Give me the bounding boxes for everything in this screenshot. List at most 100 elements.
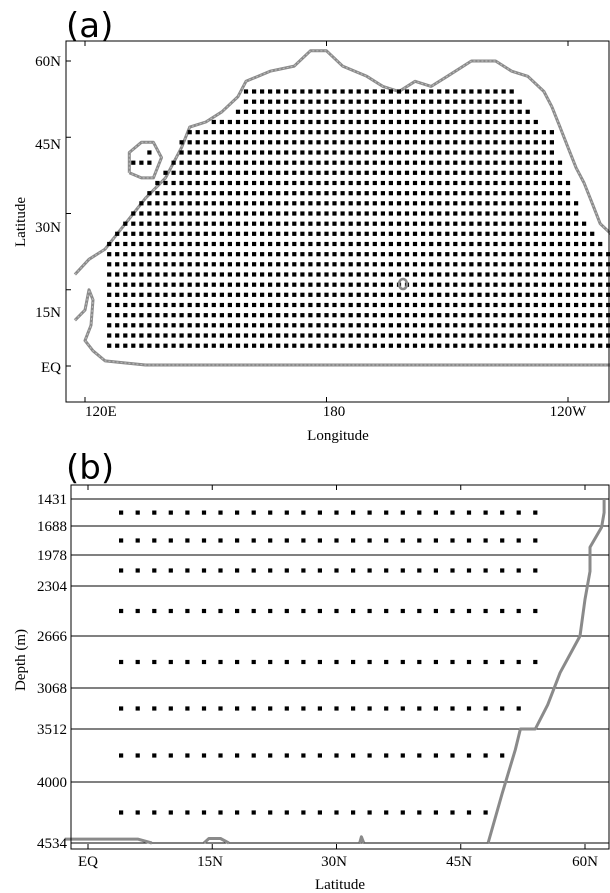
station-dot — [469, 211, 474, 216]
station-dot — [235, 333, 241, 338]
station-dot — [453, 211, 458, 216]
station-dot — [445, 180, 450, 186]
station-dot — [517, 272, 522, 277]
station-dot — [332, 282, 337, 287]
station-dot — [340, 170, 345, 175]
station-dot — [235, 160, 241, 165]
station-dot — [396, 333, 402, 338]
station-dot — [421, 231, 426, 236]
station-dot — [300, 89, 305, 94]
station-dot — [195, 201, 200, 206]
station-dot — [147, 252, 152, 257]
station-dot — [525, 191, 530, 196]
station-dot — [235, 252, 241, 257]
station-dot — [179, 140, 184, 145]
station-dot — [292, 323, 297, 328]
station-dot — [219, 313, 224, 318]
station-dot — [364, 241, 369, 247]
depth-station-dot — [433, 810, 438, 815]
panel-b-label: (b) — [66, 448, 114, 488]
station-dot — [493, 150, 498, 155]
station-dot — [348, 150, 353, 155]
panel-a-ytick-label: 30N — [35, 220, 61, 236]
station-dot — [292, 282, 297, 287]
station-dot — [380, 252, 385, 257]
station-dot — [429, 313, 434, 318]
station-dot — [155, 262, 160, 267]
depth-station-dot — [450, 706, 455, 711]
station-dot — [211, 221, 216, 226]
station-dot — [187, 252, 192, 257]
station-dot — [243, 323, 249, 328]
station-dot — [525, 252, 530, 257]
station-dot — [316, 262, 321, 267]
station-dot — [107, 282, 112, 287]
station-dot — [252, 333, 257, 338]
station-dot — [477, 313, 482, 318]
station-dot — [123, 343, 128, 348]
station-dot — [131, 272, 136, 277]
station-dot — [461, 211, 466, 216]
depth-station-dot — [466, 810, 472, 815]
station-dot — [300, 302, 305, 308]
depth-station-dot — [152, 568, 157, 573]
station-dot — [598, 313, 603, 318]
station-dot — [501, 313, 506, 318]
station-dot — [372, 323, 377, 328]
station-dot — [388, 292, 393, 297]
depth-station-dot — [417, 568, 422, 573]
depth-station-dot — [119, 659, 124, 665]
station-dot — [396, 262, 402, 267]
station-dot — [284, 201, 289, 206]
station-dot — [235, 140, 241, 145]
depth-station-dot — [235, 753, 240, 758]
station-dot — [219, 191, 224, 196]
depth-station-dot — [235, 568, 240, 573]
station-dot — [380, 180, 385, 186]
station-dot — [501, 150, 506, 155]
station-dot — [163, 180, 168, 186]
station-dot — [252, 201, 257, 206]
station-dot — [380, 140, 385, 145]
station-dot — [235, 302, 241, 308]
station-dot — [123, 252, 128, 257]
station-dot — [300, 323, 305, 328]
station-dot — [396, 272, 402, 277]
station-dot — [437, 231, 442, 236]
station-dot — [300, 99, 305, 104]
depth-station-dot — [317, 568, 322, 573]
station-dot — [469, 201, 474, 206]
station-dot — [493, 180, 498, 186]
station-dot — [565, 323, 571, 328]
station-dot — [517, 231, 522, 236]
station-dot — [453, 343, 458, 348]
station-dot — [300, 272, 305, 277]
station-dot — [107, 333, 112, 338]
station-dot — [557, 170, 563, 175]
station-dot — [396, 302, 402, 308]
station-dot — [533, 150, 538, 155]
station-dot — [163, 201, 168, 206]
panel-b-xtick-label: 30N — [321, 854, 347, 870]
station-dot — [179, 150, 184, 155]
station-dot — [356, 99, 361, 104]
station-dot — [364, 201, 369, 206]
station-dot — [485, 302, 490, 308]
station-dot — [235, 343, 241, 348]
station-dot — [396, 140, 402, 145]
station-dot — [284, 119, 289, 125]
station-dot — [179, 313, 184, 318]
station-dot — [372, 292, 377, 297]
station-dot — [139, 282, 144, 287]
station-dot — [429, 191, 434, 196]
station-dot — [163, 282, 168, 287]
station-dot — [308, 140, 313, 145]
station-dot — [316, 170, 321, 175]
station-dot — [598, 272, 603, 277]
depth-station-dot — [168, 510, 173, 515]
station-dot — [388, 231, 393, 236]
depth-station-dot — [433, 538, 438, 543]
station-dot — [364, 140, 369, 145]
station-dot — [115, 282, 120, 287]
station-dot — [284, 313, 289, 318]
